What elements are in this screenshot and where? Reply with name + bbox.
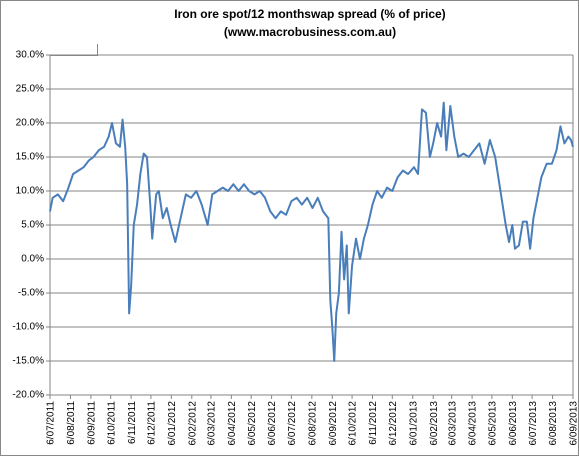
x-tick-label: 6/12/2012 — [388, 401, 399, 446]
x-tick-label: 6/02/2012 — [187, 401, 198, 446]
y-tick-label: -15.0% — [12, 356, 44, 367]
x-tick-label: 6/08/2013 — [548, 401, 559, 446]
x-tick-label: 6/02/2013 — [429, 401, 440, 446]
x-tick-label: 6/11/2011 — [127, 401, 138, 444]
x-tick-label: 6/08/2011 — [66, 401, 77, 445]
chart-title: Iron ore spot/12 monthswap spread (% of … — [174, 7, 445, 21]
x-tick-label: 6/09/2012 — [328, 401, 339, 446]
x-tick-label: 6/03/2013 — [447, 401, 458, 446]
chart-subtitle: (www.macrobusiness.com.au) — [224, 25, 396, 39]
x-tick-label: 6/05/2013 — [488, 401, 499, 446]
x-tick-label: 6/04/2013 — [468, 401, 479, 446]
x-tick-label: 6/09/2013 — [569, 401, 579, 446]
y-tick-label: 15.0% — [16, 152, 44, 163]
y-tick-label: 20.0% — [16, 118, 44, 129]
x-tick-label: 6/08/2012 — [307, 401, 318, 446]
y-tick-label: -20.0% — [12, 390, 44, 401]
y-tick-label: 0.0% — [21, 254, 44, 265]
x-tick-label: 6/11/2012 — [368, 401, 379, 445]
x-tick-label: 6/01/2013 — [408, 401, 419, 446]
x-tick-label: 6/06/2012 — [267, 401, 278, 446]
y-tick-label: 5.0% — [21, 220, 44, 231]
series-line — [49, 101, 574, 362]
x-tick-label: 6/07/2011 — [46, 401, 57, 445]
x-tick-label: 6/09/2011 — [87, 401, 98, 445]
x-tick-label: 6/06/2013 — [508, 401, 519, 446]
x-tick-label: 6/12/2011 — [147, 401, 158, 445]
x-tick-label: 6/03/2012 — [207, 401, 218, 446]
x-tick-label: 6/01/2012 — [167, 401, 178, 446]
y-tick-label: 25.0% — [16, 84, 44, 95]
y-tick-label: -5.0% — [18, 288, 44, 299]
x-tick-label: 6/07/2013 — [528, 401, 539, 446]
y-tick-label: -10.0% — [12, 322, 44, 333]
x-tick-label: 6/10/2012 — [348, 401, 359, 446]
x-tick-label: 6/04/2012 — [227, 401, 238, 446]
x-tick-label: 6/07/2012 — [287, 401, 298, 446]
y-tick-label: 30.0% — [16, 50, 44, 61]
y-tick-label: 10.0% — [16, 186, 44, 197]
x-tick-label: 6/10/2011 — [106, 401, 117, 445]
x-tick-label: 6/05/2012 — [247, 401, 258, 446]
